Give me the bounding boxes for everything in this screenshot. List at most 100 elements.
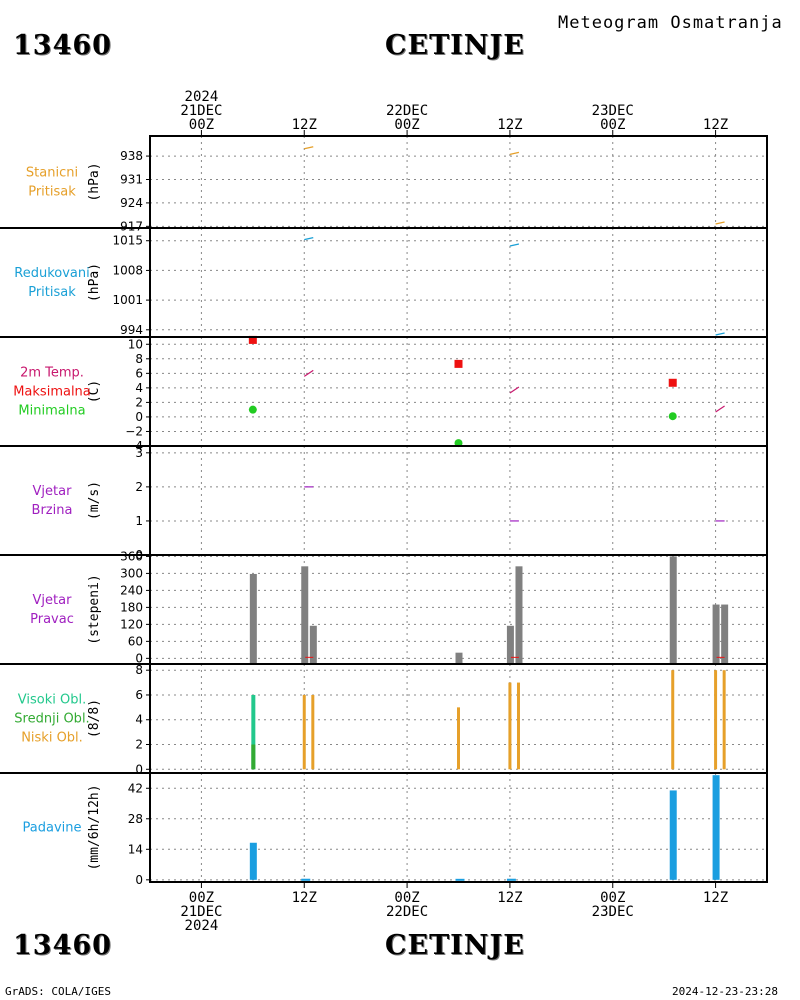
y-tick-label: 300 [120, 566, 143, 580]
y-tick-label: 120 [120, 617, 143, 631]
x-tick-label-top: 00Z [600, 117, 625, 133]
x-tick-label-bottom: 00Z [394, 890, 419, 906]
y-tick-label: 1008 [112, 263, 143, 277]
cloud-low-bar [671, 670, 675, 770]
pressure-mark [509, 151, 520, 156]
tmin-marker [668, 412, 677, 421]
y-tick-label: 28 [128, 812, 143, 826]
panel-label: Padavine [23, 821, 82, 836]
panel-label: Redukovani [14, 266, 89, 281]
panel-reduced_pressure: 994 1001 1008 1015 (hPa)Redukovani Pritisak [14, 228, 767, 337]
tmax-marker [668, 378, 677, 387]
wind-direction-bar [712, 604, 720, 664]
temp-mark [509, 386, 520, 394]
y-tick-label: 4 [135, 381, 143, 395]
panel-label: Niski Obl. [21, 731, 83, 746]
wind-direction-bar [301, 566, 309, 664]
precip-bar [301, 878, 311, 881]
y-tick-label: 60 [128, 634, 143, 648]
chart-frame [149, 135, 768, 883]
credit-text: GrADS: COLA/IGES [5, 985, 111, 998]
x-tick-label-bottom: 12Z [703, 890, 728, 906]
temp-mark [303, 369, 314, 377]
panel-clouds: 0 2 4 6 8 (8/8)Visoki Obl. Srednji Obl. Niski O… [14, 663, 767, 776]
tmin-marker [248, 405, 257, 414]
pressure-mark [304, 236, 314, 241]
panel-label: Visoki Obl. [18, 693, 86, 708]
y-tick-label: 2 [135, 738, 143, 752]
x-tick-label-bottom: 2024 [185, 918, 219, 934]
y-tick-label: 2 [135, 480, 143, 494]
y-axis-title: (C) [87, 380, 102, 403]
cloud-low-bar [722, 670, 726, 770]
y-axis-title: (m/s) [87, 481, 102, 520]
y-tick-label: 2 [135, 395, 143, 409]
x-tick-label-bottom: 21DEC [180, 904, 222, 920]
y-tick-label: 42 [128, 781, 143, 795]
station-id-bottom: 13460 [13, 930, 112, 961]
y-tick-label: −2 [125, 424, 143, 438]
x-tick-label-top: 21DEC [180, 103, 222, 119]
x-tick-label-bottom: 00Z [189, 890, 214, 906]
y-tick-label: 931 [120, 172, 143, 186]
y-axis-title: (mm/6h/12h) [87, 784, 102, 870]
panel-label: Minimalna [18, 404, 85, 419]
y-tick-label: 917 [120, 219, 143, 233]
y-tick-label: 938 [120, 149, 143, 163]
panel-label: Srednji Obl. [14, 712, 89, 727]
y-tick-label: 924 [120, 196, 143, 210]
x-tick-label-top: 12Z [497, 117, 522, 133]
wind-direction-bar [309, 625, 317, 664]
y-axis-title: (stepeni) [87, 574, 102, 644]
x-tick-label-top: 12Z [292, 117, 317, 133]
wind-direction-bar [721, 604, 729, 664]
pressure-mark [509, 243, 520, 247]
panel-label: Vjetar [33, 593, 73, 608]
y-tick-label: 6 [135, 366, 143, 380]
precip-bar [669, 790, 677, 880]
tmax-marker [248, 335, 257, 344]
cloud-high-bar [251, 694, 256, 770]
cloud-low-bar [302, 694, 306, 770]
y-tick-label: 1001 [112, 293, 143, 307]
chart-title: Meteogram Osmatranja [558, 13, 783, 33]
panel-label: Pritisak [28, 185, 76, 200]
y-tick-label: 1015 [112, 234, 143, 248]
pressure-mark [715, 332, 725, 336]
panel-label: Brzina [32, 503, 73, 518]
tmax-marker [454, 359, 463, 368]
x-tick-label-top: 12Z [703, 117, 728, 133]
precip-bar [455, 878, 465, 881]
x-tick-label-bottom: 23DEC [592, 904, 634, 920]
cloud-mid-bar [251, 744, 256, 770]
x-tick-label-bottom: 12Z [497, 890, 522, 906]
x-tick-label-top: 23DEC [592, 103, 634, 119]
y-tick-label: 0 [135, 873, 143, 887]
station-id: 13460 [13, 30, 112, 61]
pressure-mark [715, 221, 725, 225]
y-tick-label: 6 [135, 688, 143, 702]
y-axis-title: (8/8) [87, 699, 102, 738]
station-name: CETINJE [385, 30, 525, 61]
y-tick-label: 0 [135, 762, 143, 776]
panel-label: Stanicni [26, 166, 78, 181]
y-axis-title: (hPa) [87, 263, 102, 302]
y-tick-label: 0 [135, 651, 143, 665]
panel-wind_direction: 0 60 120 180 240 300 360 (stepeni) Vjetar Pravac [30, 549, 767, 665]
precip-bar [506, 878, 516, 881]
cloud-low-bar [508, 682, 512, 770]
cloud-low-bar [311, 694, 315, 770]
y-tick-label: 180 [120, 600, 143, 614]
x-tick-label-top: 22DEC [386, 103, 428, 119]
y-tick-label: 10 [128, 337, 143, 351]
panel-precipitation: 0 14 28 42 (mm/6h/12h) Padavine [23, 773, 767, 887]
station-name-bottom: CETINJE [385, 930, 525, 961]
wind-direction-bar [455, 652, 463, 664]
temp-mark [715, 405, 725, 413]
timestamp: 2024-12-23-23:28 [672, 985, 778, 998]
y-tick-label: 4 [135, 713, 143, 727]
y-tick-label: 240 [120, 583, 143, 597]
